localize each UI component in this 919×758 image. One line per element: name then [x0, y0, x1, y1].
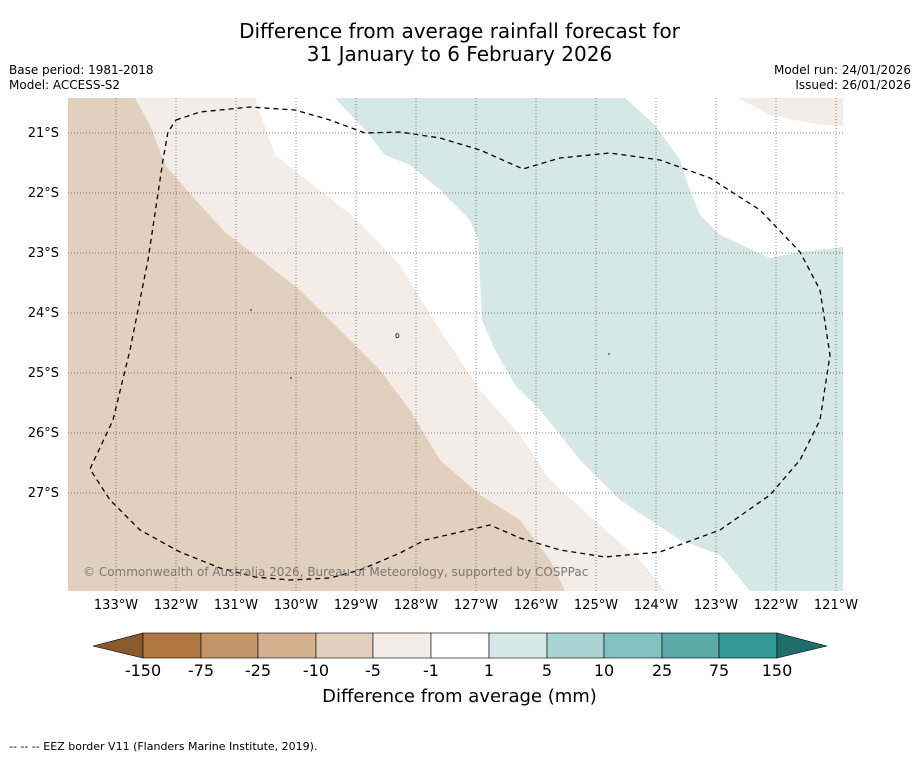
colorbar-tick: -1	[423, 661, 439, 680]
lat-label: 22°S	[27, 186, 59, 201]
lon-label: 121°W	[813, 598, 859, 613]
anomaly-region-light-brown	[68, 98, 565, 591]
lon-label: 123°W	[693, 598, 739, 613]
colorbar-segment	[200, 632, 259, 659]
eez-legend-note: -- -- -- EEZ border V11 (Flanders Marine…	[9, 740, 318, 753]
lat-label: 25°S	[27, 366, 59, 381]
colorbar	[92, 632, 828, 659]
colorbar-tick: 10	[593, 661, 615, 680]
lon-label: 125°W	[573, 598, 619, 613]
colorbar-segment	[257, 632, 317, 659]
lon-label: 127°W	[453, 598, 499, 613]
colorbar-segment	[430, 632, 490, 659]
model-name: Model: ACCESS-S2	[9, 78, 121, 92]
colorbar-tick: 75	[708, 661, 730, 680]
lon-label: 130°W	[273, 598, 319, 613]
island-marker	[608, 353, 610, 355]
colorbar-segment	[661, 632, 720, 659]
colorbar-segment	[603, 632, 663, 659]
map-title-line2: 31 January to 6 February 2026	[306, 42, 613, 66]
colorbar-segment	[372, 632, 432, 659]
colorbar-tick: 1	[483, 661, 495, 680]
lon-label: 133°W	[93, 598, 139, 613]
lon-label: 132°W	[153, 598, 199, 613]
lon-label: 124°W	[633, 598, 679, 613]
colorbar-tick: -75	[187, 661, 215, 680]
lon-label: 128°W	[393, 598, 439, 613]
model-run: Model run: 24/01/2026	[773, 63, 911, 77]
island-marker	[290, 377, 292, 379]
lon-label: 122°W	[753, 598, 799, 613]
base-period: Base period: 1981-2018	[9, 63, 154, 77]
colorbar-segment	[546, 632, 605, 659]
colorbar-extend-low	[92, 632, 144, 659]
lon-label: 129°W	[333, 598, 379, 613]
copyright-credit: © Commonwealth of Australia 2026, Bureau…	[83, 565, 589, 579]
lat-label: 23°S	[27, 246, 59, 261]
colorbar-tick: 5	[541, 661, 553, 680]
eez-border	[89, 106, 831, 581]
island-marker	[395, 333, 400, 339]
lat-label: 26°S	[27, 426, 59, 441]
colorbar-tick: 150	[761, 661, 793, 680]
colorbar-tick: -25	[244, 661, 272, 680]
colorbar-extend-high	[776, 632, 828, 659]
colorbar-segment	[315, 632, 374, 659]
colorbar-tick: 25	[651, 661, 673, 680]
colorbar-segment	[488, 632, 548, 659]
island-marker	[250, 309, 252, 311]
colorbar-segment	[718, 632, 778, 659]
colorbar-segment	[142, 632, 202, 659]
lat-label: 24°S	[27, 306, 59, 321]
anomaly-region-corner	[738, 98, 843, 126]
lon-label: 131°W	[213, 598, 259, 613]
lon-label: 126°W	[513, 598, 559, 613]
lat-label: 27°S	[27, 486, 59, 501]
colorbar-title: Difference from average (mm)	[322, 686, 597, 707]
map-title-line1: Difference from average rainfall forecas…	[239, 19, 680, 43]
colorbar-tick: -150	[124, 661, 162, 680]
issued-date: Issued: 26/01/2026	[795, 78, 911, 92]
graticule	[68, 98, 843, 591]
lat-label: 21°S	[27, 126, 59, 141]
colorbar-tick: -5	[365, 661, 381, 680]
colorbar-tick: -10	[302, 661, 330, 680]
